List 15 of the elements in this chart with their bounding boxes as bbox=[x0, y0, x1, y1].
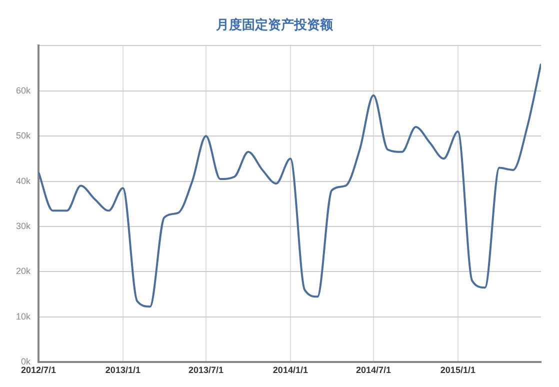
x-tick-label: 2015/1/1 bbox=[440, 365, 476, 376]
x-tick-label: 2014/1/1 bbox=[272, 365, 308, 376]
y-tick-label: 10k bbox=[16, 311, 32, 322]
y-tick-label: 20k bbox=[16, 266, 32, 276]
y-tick-label: 40k bbox=[16, 176, 32, 186]
y-tick-label: 50k bbox=[16, 130, 32, 141]
x-tick-label: 2012/7/1 bbox=[20, 365, 56, 376]
y-tick-label: 60k bbox=[16, 85, 32, 96]
y-tick-label: 0k bbox=[20, 356, 31, 367]
line-series bbox=[38, 62, 541, 308]
x-tick-label: 2013/7/1 bbox=[188, 365, 224, 376]
y-tick-label: 30k bbox=[16, 221, 32, 231]
x-tick-label: 2013/1/1 bbox=[105, 365, 140, 376]
x-tick-label: 2014/7/1 bbox=[356, 365, 392, 376]
chart-title: 月度固定资产投资额 bbox=[215, 17, 334, 34]
